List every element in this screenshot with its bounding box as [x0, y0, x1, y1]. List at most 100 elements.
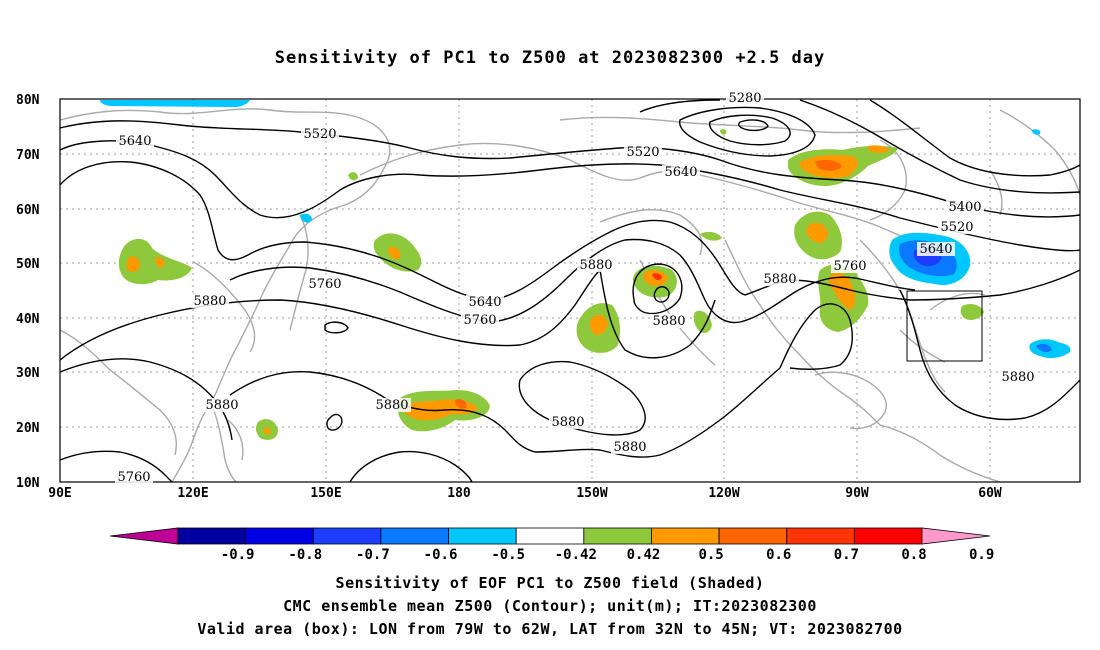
- shade-patch: [720, 129, 727, 135]
- shade-patch: [100, 100, 250, 108]
- colorbar-tick-label: -0.42: [555, 547, 597, 563]
- colorbar-swatch: [651, 527, 720, 545]
- longitude-labels: 90E 120E 150E 180 150W 120W 90W 60W: [48, 486, 1002, 501]
- shade-patch: [388, 246, 401, 260]
- shade-patch: [1036, 343, 1052, 353]
- colorbar-tick-label: 0.7: [834, 547, 859, 563]
- colorbar-tick-label: 0.8: [901, 547, 926, 563]
- colorbar-swatch: [177, 527, 247, 545]
- caption-line-1: Sensitivity of EOF PC1 to Z500 field (Sh…: [335, 574, 765, 592]
- colorbar-tick-label: 0.9: [969, 547, 994, 563]
- lon-label: 120W: [708, 486, 739, 501]
- contour-labels: 5280 5520 5640 5520 5640 5400 5520 5640 5760 5880…: [115, 91, 1037, 485]
- shade-patch: [815, 159, 842, 171]
- colorbar-swatch: [245, 527, 314, 545]
- contour-label: 5520: [626, 145, 659, 160]
- caption-line-2: CMC ensemble mean Z500 (Contour); unit(m…: [283, 597, 817, 615]
- colorbar-tick-label: 0.42: [627, 547, 661, 563]
- contour-label: 5760: [117, 470, 150, 485]
- chart-title: Sensitivity of PC1 to Z500 at 2023082300…: [274, 48, 826, 68]
- map-frame: [59, 98, 1081, 483]
- contour-label-bg: [466, 295, 504, 309]
- contour-label: 5880: [375, 398, 408, 413]
- shade-patch: [700, 231, 722, 241]
- colorbar-swatch: [515, 527, 585, 545]
- shade-patch: [806, 222, 828, 243]
- contour-label: 5520: [303, 127, 336, 142]
- contour-label: 5880: [1001, 370, 1034, 385]
- lat-label: 70N: [16, 148, 40, 163]
- contour-label-bg: [611, 440, 649, 454]
- contour-label-bg: [301, 127, 339, 141]
- shade-patch: [960, 304, 984, 320]
- colorbar-swatch: [448, 527, 517, 545]
- contour-label: 5880: [205, 398, 238, 413]
- colorbar-swatch: [583, 527, 652, 545]
- contour-label: 5520: [940, 220, 973, 235]
- contour-label-bg: [306, 277, 344, 291]
- caption-line-3: Valid area (box): LON from 79W to 62W, L…: [197, 620, 903, 638]
- contour-label: 5400: [948, 200, 981, 215]
- shade-patch: [455, 399, 467, 409]
- colorbar-tick-label: -0.5: [491, 547, 525, 563]
- shade-patch: [155, 257, 165, 268]
- contour-label-bg: [373, 398, 411, 412]
- colorbar: -0.9 -0.8 -0.7 -0.6 -0.5 -0.42 0.42 0.5 0.6 0.7 0.…: [109, 527, 994, 563]
- contour-label-bg: [999, 370, 1037, 384]
- colorbar-swatch: [380, 527, 449, 545]
- shade-patch: [589, 314, 608, 335]
- contour-label: 5760: [833, 259, 866, 274]
- contour-label-bg: [577, 258, 615, 272]
- lon-label: 120E: [177, 486, 208, 501]
- contour-label-bg: [946, 200, 984, 214]
- lat-label: 30N: [16, 366, 40, 381]
- lon-label: 90E: [48, 486, 71, 501]
- colorbar-tick-label: -0.6: [424, 547, 458, 563]
- colorbar-swatch: [312, 527, 382, 545]
- lon-label: 180: [447, 486, 471, 501]
- contour-label: 5880: [652, 314, 685, 329]
- shade-patch: [1032, 129, 1041, 135]
- shade-patch: [828, 272, 856, 310]
- lat-label: 50N: [16, 257, 40, 272]
- colorbar-swatch: [853, 527, 923, 545]
- colorbar-swatch: [718, 527, 788, 545]
- lon-label: 60W: [978, 486, 1002, 501]
- contour-label: 5880: [613, 440, 646, 455]
- contour-label: 5640: [118, 134, 151, 149]
- contour-label-bg: [624, 145, 662, 159]
- contour-label: 5640: [664, 165, 697, 180]
- contour-label: 5880: [763, 272, 796, 287]
- contour-label: 5880: [193, 294, 226, 309]
- contour-label-bg: [761, 272, 799, 286]
- contour-label: 5280: [728, 91, 761, 106]
- contour-label-bg: [662, 165, 700, 179]
- contour-label-bg: [115, 470, 153, 484]
- shade-patch: [652, 273, 662, 281]
- colorbar-tick-label: 0.5: [698, 547, 723, 563]
- lat-label: 40N: [16, 312, 40, 327]
- shade-patch: [300, 213, 312, 223]
- colorbar-tick-label: -0.8: [288, 547, 322, 563]
- lon-label: 90W: [845, 486, 869, 501]
- contour-label: 5640: [468, 295, 501, 310]
- shade-patch: [868, 145, 890, 153]
- latitude-labels: 80N 70N 60N 50N 40N 30N 20N 10N: [16, 93, 40, 491]
- contour-label-bg: [116, 134, 154, 148]
- lat-label: 60N: [16, 203, 40, 218]
- colorbar-swatch: [786, 527, 855, 545]
- contour-label: 5760: [463, 313, 496, 328]
- colorbar-tick-label: 0.6: [766, 547, 791, 563]
- colorbar-tick-label: -0.9: [221, 547, 255, 563]
- lat-label: 80N: [16, 93, 40, 108]
- contour-label-bg: [726, 91, 764, 105]
- colorbar-tick-label: -0.7: [356, 547, 390, 563]
- shade-patch: [126, 256, 140, 272]
- contour-label-bg: [831, 259, 869, 273]
- contour-label-bg: [938, 220, 976, 234]
- lat-label: 10N: [16, 476, 40, 491]
- shade-patch: [263, 427, 271, 435]
- contour-label-bg: [203, 398, 241, 412]
- contour-label-bg: [650, 314, 688, 328]
- z500-contours: [59, 99, 1081, 483]
